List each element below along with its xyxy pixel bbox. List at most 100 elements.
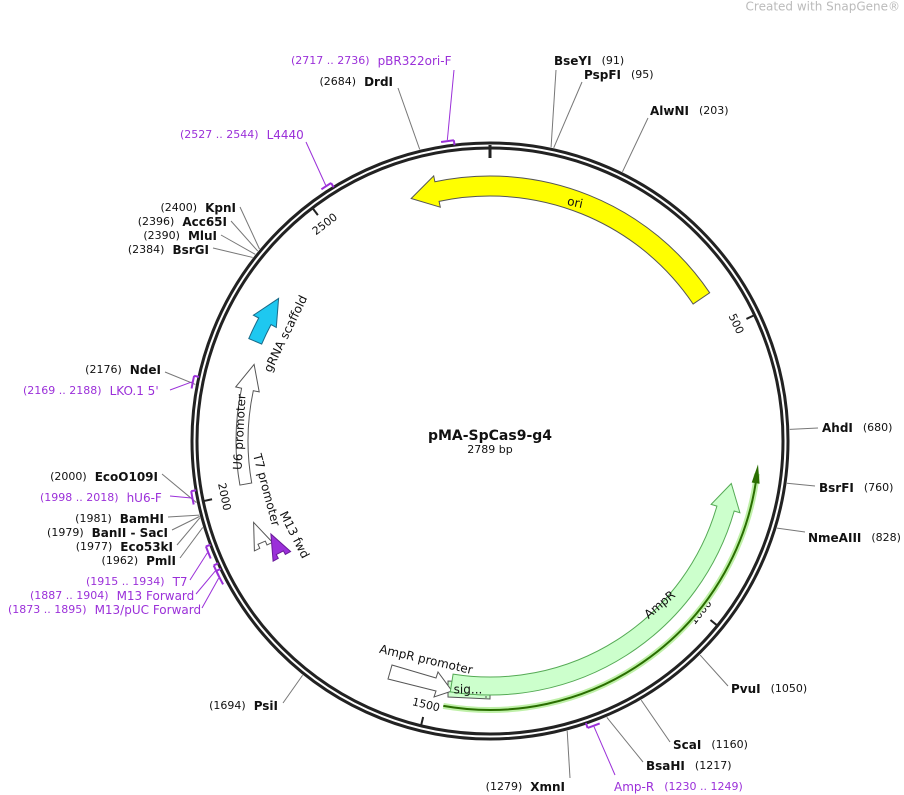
primer-label: (2169 .. 2188) LKO.1 5': [23, 384, 159, 398]
primer-mark: [584, 722, 601, 729]
site-position: (2684): [319, 75, 356, 88]
ruler-tick: [745, 314, 755, 320]
site-position: (1217): [695, 759, 732, 772]
site-position: (1962): [102, 554, 139, 567]
site-name: AhdI: [822, 421, 853, 435]
site-position: (2396): [138, 215, 175, 228]
ampr-orf-halo: [442, 473, 760, 713]
site-position: (680): [863, 421, 893, 434]
site-position: (1977): [76, 540, 113, 553]
primer-range: (1915 .. 1934): [86, 575, 165, 588]
site-name: PvuI: [731, 682, 761, 696]
site-position: (2390): [143, 229, 180, 242]
site-name: NmeAIII: [808, 531, 861, 545]
primer-name: hU6-F: [127, 491, 162, 505]
site-label: (2000) EcoO109I: [50, 470, 158, 484]
site-leader: [220, 234, 256, 255]
site-label: BsrFI (760): [819, 481, 893, 495]
site-leader: [171, 515, 200, 531]
site-position: (1981): [75, 512, 112, 525]
ruler-label: 2500: [310, 211, 340, 238]
site-label: ScaI (1160): [673, 738, 748, 752]
site-leader: [699, 654, 729, 687]
primer-range: (1873 .. 1895): [8, 603, 87, 616]
feature-label: sig...: [454, 683, 483, 697]
primer-label: (1873 .. 1895) M13/pUC Forward: [8, 603, 201, 617]
site-name: MluI: [188, 229, 217, 243]
site-name: BamHI: [120, 512, 164, 526]
site-label: NmeAIII (828): [808, 531, 901, 545]
ruler-label: 2000: [215, 482, 233, 512]
site-position: (2000): [50, 470, 87, 483]
primer-range: (2717 .. 2736): [291, 54, 370, 67]
site-name: PmlI: [146, 554, 176, 568]
site-leader: [777, 527, 806, 533]
site-label: (1981) BamHI: [75, 512, 164, 526]
primer-range: (1998 .. 2018): [40, 491, 119, 504]
primer-name: M13 Forward: [117, 589, 195, 603]
site-name: PspFI: [584, 68, 621, 82]
primer-leader: [169, 381, 192, 391]
site-label: (2396) Acc65I: [138, 215, 227, 229]
site-name: NdeI: [130, 363, 161, 377]
primer-leader: [305, 141, 327, 186]
primer-range: (1230 .. 1249): [664, 780, 743, 793]
ampr-orf-head: [751, 464, 760, 484]
site-name: AlwNI: [650, 104, 689, 118]
primer-range: (1887 .. 1904): [30, 589, 109, 602]
site-leader: [212, 247, 253, 258]
site-label: PvuI (1050): [731, 682, 807, 696]
site-name: KpnI: [205, 201, 236, 215]
site-label: (1694) PsiI: [209, 699, 278, 713]
site-position: (1050): [771, 682, 808, 695]
site-name: EcoO109I: [95, 470, 158, 484]
site-position: (203): [699, 104, 729, 117]
site-label: (2176) NdeI: [85, 363, 161, 377]
site-name: Eco53kI: [120, 540, 173, 554]
site-label: (2390) MluI: [143, 229, 217, 243]
site-name: Acc65I: [182, 215, 227, 229]
primer-mark: [190, 374, 200, 389]
primer-name: Amp-R: [614, 780, 654, 794]
site-name: BanII - SacI: [92, 526, 168, 540]
primer-mark: [440, 139, 456, 146]
site-leader: [566, 730, 571, 779]
primer-label: (1998 .. 2018) hU6-F: [40, 491, 162, 505]
site-label: (2384) BsrGI: [128, 243, 209, 257]
feature-label: M13 fwd: [277, 509, 313, 561]
site-position: (95): [631, 68, 654, 81]
site-leader: [397, 87, 421, 150]
primer-range: (2169 .. 2188): [23, 384, 102, 397]
site-position: (2384): [128, 243, 165, 256]
primer-leader: [446, 69, 455, 141]
ruler-tick: [204, 498, 213, 502]
site-leader: [786, 482, 816, 487]
site-label: (1979) BanII - SacI: [47, 526, 168, 540]
primer-label: (2717 .. 2736) pBR322ori-F: [291, 54, 452, 68]
m13-fwd-arrow: [270, 532, 292, 563]
site-name: BsaHI: [646, 759, 685, 773]
site-position: (91): [602, 54, 625, 67]
primer-label: (2527 .. 2544) L4440: [180, 128, 304, 142]
site-position: (1279): [486, 780, 523, 793]
site-leader: [622, 117, 649, 173]
site-name: BsrGI: [172, 243, 209, 257]
site-leader: [550, 69, 557, 148]
site-leader: [640, 699, 671, 743]
primer-leader: [169, 495, 192, 499]
primer-mark: [212, 562, 220, 577]
ori-arrow: [410, 174, 711, 305]
site-label: PspFI (95): [584, 68, 654, 82]
primer-leader: [201, 577, 220, 609]
primer-name: pBR322ori-F: [378, 54, 452, 68]
site-name: BsrFI: [819, 481, 854, 495]
site-position: (2400): [161, 201, 198, 214]
site-leader: [239, 206, 260, 250]
ampr-arrow: [449, 482, 741, 696]
primer-mark: [320, 182, 335, 191]
site-position: (828): [871, 531, 901, 544]
ruler-tick: [420, 716, 425, 726]
site-label: (2684) DrdI: [319, 75, 393, 89]
ruler-label: 500: [726, 312, 747, 337]
